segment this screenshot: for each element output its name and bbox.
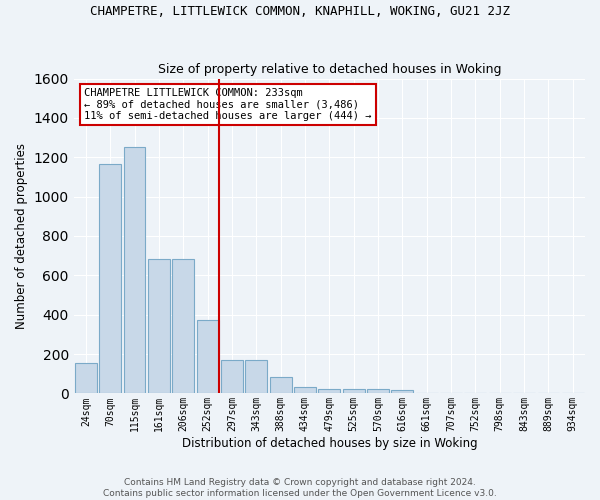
Bar [391,390,413,394]
X-axis label: Distribution of detached houses by size in Woking: Distribution of detached houses by size … [182,437,477,450]
Bar [124,148,145,394]
Title: Size of property relative to detached houses in Woking: Size of property relative to detached ho… [158,63,501,76]
Bar [294,386,316,394]
Bar [172,258,194,394]
Text: Contains HM Land Registry data © Crown copyright and database right 2024.
Contai: Contains HM Land Registry data © Crown c… [103,478,497,498]
Bar [269,376,292,394]
Bar [197,320,218,394]
Bar [367,390,389,394]
Bar [148,258,170,394]
Bar [75,363,97,394]
Bar [319,390,340,394]
Y-axis label: Number of detached properties: Number of detached properties [15,143,28,329]
Text: CHAMPETRE LITTLEWICK COMMON: 233sqm
← 89% of detached houses are smaller (3,486): CHAMPETRE LITTLEWICK COMMON: 233sqm ← 89… [84,88,371,121]
Bar [245,360,267,394]
Text: CHAMPETRE, LITTLEWICK COMMON, KNAPHILL, WOKING, GU21 2JZ: CHAMPETRE, LITTLEWICK COMMON, KNAPHILL, … [90,5,510,18]
Bar [221,360,243,394]
Bar [99,164,121,394]
Bar [343,390,365,394]
